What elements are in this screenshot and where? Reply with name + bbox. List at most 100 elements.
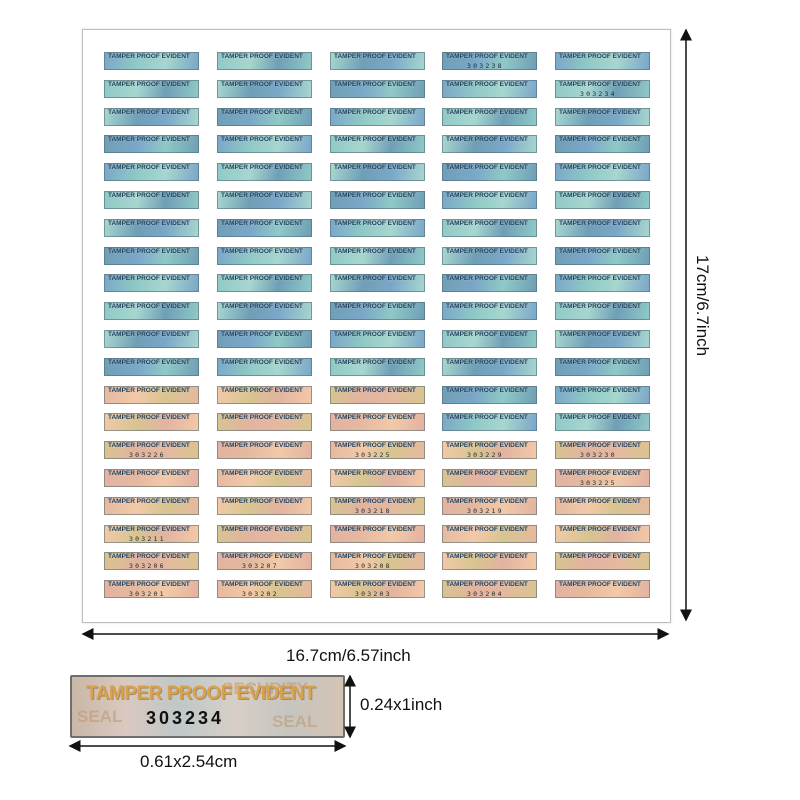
seal-serial-number: 303226 <box>129 451 166 460</box>
seal-label: TAMPER PROOF EVIDENT <box>330 52 425 70</box>
seal-label-text: TAMPER PROOF EVIDENT <box>334 80 416 88</box>
seal-label: TAMPER PROOF EVIDENT <box>217 385 312 404</box>
seal-label-text: TAMPER PROOF EVIDENT <box>221 470 303 477</box>
seal-label: TAMPER PROOF EVIDENT <box>555 552 650 571</box>
seal-label-text: TAMPER PROOF EVIDENT <box>559 553 641 561</box>
seal-label-text: TAMPER PROOF EVIDENT <box>108 331 190 338</box>
seal-serial-number: 303207 <box>242 562 279 571</box>
seal-label: TAMPER PROOF EVIDENT <box>217 357 312 376</box>
seal-label-text: TAMPER PROOF EVIDENT <box>108 553 190 561</box>
seal-label-text: TAMPER PROOF EVIDENT <box>559 386 641 394</box>
seal-label: TAMPER PROOF EVIDENT <box>104 107 199 126</box>
seal-serial-number: 303225 <box>355 451 392 460</box>
seal-label: TAMPER PROOF EVIDENT <box>442 79 537 98</box>
seal-label: TAMPER PROOF EVIDENT <box>104 385 199 404</box>
seal-label: TAMPER PROOF EVIDENT <box>217 524 312 543</box>
seal-label-text: TAMPER PROOF EVIDENT <box>221 219 303 227</box>
seal-label: TAMPER PROOF EVIDENT <box>555 246 650 265</box>
seal-label-text: TAMPER PROOF EVIDENT <box>446 192 528 199</box>
seal-label-text: TAMPER PROOF EVIDENT <box>221 331 303 338</box>
seal-label-text: TAMPER PROOF EVIDENT <box>108 497 190 505</box>
seal-label: TAMPER PROOF EVIDENT <box>330 413 425 432</box>
seal-label: TAMPER PROOF EVIDENT <box>555 274 650 293</box>
seal-label: TAMPER PROOF EVIDENT 303219 <box>442 496 537 515</box>
closeup-height-dimension: 0.24x1inch <box>360 695 443 714</box>
seal-label-text: TAMPER PROOF EVIDENT <box>446 331 528 338</box>
seal-label: TAMPER PROOF EVIDENT <box>104 469 199 487</box>
seal-label-text: TAMPER PROOF EVIDENT <box>446 553 528 561</box>
seal-label: TAMPER PROOF EVIDENT <box>217 496 312 515</box>
seal-label: TAMPER PROOF EVIDENT 303238 <box>442 52 537 70</box>
seal-label: TAMPER PROOF EVIDENT <box>217 107 312 126</box>
seal-label: TAMPER PROOF EVIDENT 303234 <box>555 79 650 98</box>
seal-label: TAMPER PROOF EVIDENT 303226 <box>104 441 199 460</box>
seal-label-text: TAMPER PROOF EVIDENT <box>221 442 303 450</box>
seal-label-text: TAMPER PROOF EVIDENT <box>559 497 641 505</box>
seal-label: TAMPER PROOF EVIDENT <box>555 580 650 599</box>
height-dimension: 17cm/6.7inch <box>693 255 712 357</box>
seal-label-text: TAMPER PROOF EVIDENT <box>221 525 303 533</box>
seal-label: TAMPER PROOF EVIDENT <box>442 191 537 209</box>
seal-serial-number: 303201 <box>129 590 166 599</box>
seal-label-text: TAMPER PROOF EVIDENT <box>446 53 528 60</box>
seal-label-text: TAMPER PROOF EVIDENT <box>559 442 641 450</box>
seal-label-text: TAMPER PROOF EVIDENT <box>221 164 303 172</box>
seal-label: TAMPER PROOF EVIDENT <box>104 246 199 265</box>
seal-serial-number: 303208 <box>355 562 392 571</box>
seal-label-text: TAMPER PROOF EVIDENT <box>559 331 641 338</box>
seal-label: TAMPER PROOF EVIDENT <box>330 246 425 265</box>
seal-label-text: TAMPER PROOF EVIDENT <box>446 136 528 144</box>
seal-label-text: TAMPER PROOF EVIDENT <box>559 219 641 227</box>
seal-label: TAMPER PROOF EVIDENT <box>442 135 537 154</box>
seal-label-text: TAMPER PROOF EVIDENT <box>221 80 303 88</box>
seal-label-text: TAMPER PROOF EVIDENT <box>559 470 641 477</box>
seal-label-text: TAMPER PROOF EVIDENT <box>221 192 303 199</box>
seal-label: TAMPER PROOF EVIDENT <box>330 274 425 293</box>
seal-label-text: TAMPER PROOF EVIDENT <box>559 136 641 144</box>
seal-label-text: TAMPER PROOF EVIDENT <box>559 275 641 283</box>
seal-label-text: TAMPER PROOF EVIDENT <box>334 247 416 255</box>
seal-label: TAMPER PROOF EVIDENT <box>104 496 199 515</box>
seal-label: TAMPER PROOF EVIDENT <box>217 218 312 237</box>
seal-label-text: TAMPER PROOF EVIDENT <box>559 80 641 88</box>
seal-label-text: TAMPER PROOF EVIDENT <box>108 386 190 394</box>
seal-serial-number: 303230 <box>580 451 617 460</box>
seal-label: TAMPER PROOF EVIDENT <box>330 135 425 154</box>
seal-label-text: TAMPER PROOF EVIDENT <box>559 414 641 422</box>
seal-serial-number: 303203 <box>355 590 392 599</box>
seal-serial-number: 303234 <box>580 89 617 98</box>
seal-label-text: TAMPER PROOF EVIDENT <box>446 303 528 311</box>
seal-label-text: TAMPER PROOF EVIDENT <box>446 442 528 450</box>
seal-label-text: TAMPER PROOF EVIDENT <box>446 470 528 477</box>
seal-label: TAMPER PROOF EVIDENT <box>442 274 537 293</box>
seal-label-text: TAMPER PROOF EVIDENT <box>221 275 303 283</box>
seal-label-text: TAMPER PROOF EVIDENT <box>108 414 190 422</box>
seal-label-text: TAMPER PROOF EVIDENT <box>446 108 528 116</box>
closeup-label: SECURITY SEAL SEAL TAMPER PROOF EVIDENT … <box>70 675 345 738</box>
seal-label: TAMPER PROOF EVIDENT <box>330 330 425 348</box>
seal-label: TAMPER PROOF EVIDENT 303203 <box>330 580 425 599</box>
seal-label: TAMPER PROOF EVIDENT 303211 <box>104 524 199 543</box>
seal-label-text: TAMPER PROOF EVIDENT <box>334 470 416 477</box>
seal-label: TAMPER PROOF EVIDENT <box>217 302 312 321</box>
seal-serial-number: 303219 <box>467 506 504 515</box>
seal-label: TAMPER PROOF EVIDENT <box>217 191 312 209</box>
seal-label: TAMPER PROOF EVIDENT <box>104 135 199 154</box>
seal-label-text: TAMPER PROOF EVIDENT <box>108 275 190 283</box>
closeup-width-dimension: 0.61x2.54cm <box>140 752 238 771</box>
seal-label: TAMPER PROOF EVIDENT <box>442 218 537 237</box>
seal-label: TAMPER PROOF EVIDENT 303201 <box>104 580 199 599</box>
seal-label: TAMPER PROOF EVIDENT 303204 <box>442 580 537 599</box>
seal-label-text: TAMPER PROOF EVIDENT <box>334 275 416 283</box>
seal-serial-number: 303206 <box>129 562 166 571</box>
seal-label: TAMPER PROOF EVIDENT <box>442 552 537 571</box>
seal-label-text: TAMPER PROOF EVIDENT <box>221 497 303 505</box>
seal-label-text: TAMPER PROOF EVIDENT <box>446 247 528 255</box>
seal-label: TAMPER PROOF EVIDENT <box>217 135 312 154</box>
seal-label: TAMPER PROOF EVIDENT <box>217 246 312 265</box>
seal-serial-number: 303204 <box>467 590 504 599</box>
seal-label: TAMPER PROOF EVIDENT <box>330 218 425 237</box>
seal-label-text: TAMPER PROOF EVIDENT <box>559 247 641 255</box>
seal-label-text: TAMPER PROOF EVIDENT <box>446 358 528 366</box>
seal-label: TAMPER PROOF EVIDENT 303218 <box>330 496 425 515</box>
